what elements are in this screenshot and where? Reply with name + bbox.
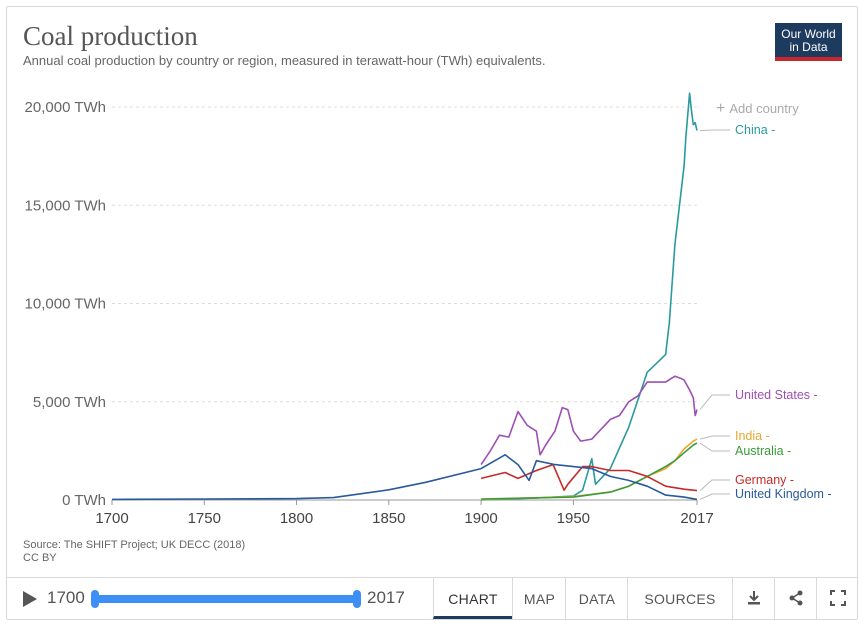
x-tick-label: 1950 xyxy=(557,510,590,527)
series-label-india: India - xyxy=(735,429,770,443)
footer-controls: 1700 2017 CHART MAP DATA SOURCES xyxy=(7,577,857,620)
y-tick-label: 15,000 TWh xyxy=(25,197,106,214)
label-leader-uk xyxy=(699,493,730,500)
end-year-label: 2017 xyxy=(367,588,405,607)
series-line-australia xyxy=(481,442,698,500)
tab-data[interactable]: DATA xyxy=(565,578,628,619)
add-country-button[interactable]: + Add country xyxy=(716,100,799,118)
logo-line-2: in Data xyxy=(789,40,828,54)
x-tick-label: 2017 xyxy=(680,510,713,527)
series-line-china xyxy=(481,92,698,501)
slider-end-handle[interactable] xyxy=(353,590,361,608)
fullscreen-icon xyxy=(830,590,846,606)
source-text: Source: The SHIFT Project; UK DECC (2018… xyxy=(23,539,246,551)
y-tick-label: 5,000 TWh xyxy=(33,394,106,411)
tab-sources[interactable]: SOURCES xyxy=(627,578,733,619)
chart-title: Coal production xyxy=(23,21,198,51)
add-country-label: Add country xyxy=(729,101,799,116)
series-line-uk xyxy=(111,453,698,501)
series-label-germany: Germany - xyxy=(735,473,794,487)
download-button[interactable] xyxy=(732,578,775,619)
timeline-slider[interactable] xyxy=(95,595,357,603)
chart-subtitle: Annual coal production by country or reg… xyxy=(23,53,546,68)
x-tick-label: 1700 xyxy=(95,510,128,527)
y-tick-label: 20,000 TWh xyxy=(25,99,106,116)
label-leader-germany xyxy=(699,479,730,491)
plus-icon: + xyxy=(716,100,726,117)
x-tick-label: 1900 xyxy=(464,510,497,527)
x-tick-label: 1850 xyxy=(372,510,405,527)
label-leader-us xyxy=(699,394,730,410)
slider-start-handle[interactable] xyxy=(91,590,99,608)
label-leader-india xyxy=(699,435,730,440)
download-icon xyxy=(748,591,760,605)
chart-frame xyxy=(6,6,858,620)
start-year-label: 1700 xyxy=(47,588,85,607)
share-icon xyxy=(789,590,803,606)
series-label-china: China - xyxy=(735,123,775,137)
y-tick-label: 10,000 TWh xyxy=(25,296,106,313)
series-label-us: United States - xyxy=(735,388,818,402)
source-note: Source: The SHIFT Project; UK DECC (2018… xyxy=(23,539,245,565)
play-icon[interactable] xyxy=(23,591,37,607)
license-text: CC BY xyxy=(23,552,57,564)
x-tick-label: 1750 xyxy=(188,510,221,527)
fullscreen-button[interactable] xyxy=(816,578,859,619)
logo-line-1: Our World xyxy=(781,27,836,41)
series-label-uk: United Kingdom - xyxy=(735,487,832,501)
label-leader-china xyxy=(699,129,730,132)
series-line-germany xyxy=(480,463,698,492)
x-tick-label: 1800 xyxy=(280,510,313,527)
label-leader-australia xyxy=(699,442,730,452)
owid-logo[interactable]: Our World in Data xyxy=(775,23,842,61)
y-tick-label: 0 TWh xyxy=(62,492,106,509)
share-button[interactable] xyxy=(774,578,817,619)
tab-map[interactable]: MAP xyxy=(512,578,566,619)
series-line-us xyxy=(480,375,698,466)
tab-chart[interactable]: CHART xyxy=(433,578,512,619)
series-label-australia: Australia - xyxy=(735,444,791,458)
